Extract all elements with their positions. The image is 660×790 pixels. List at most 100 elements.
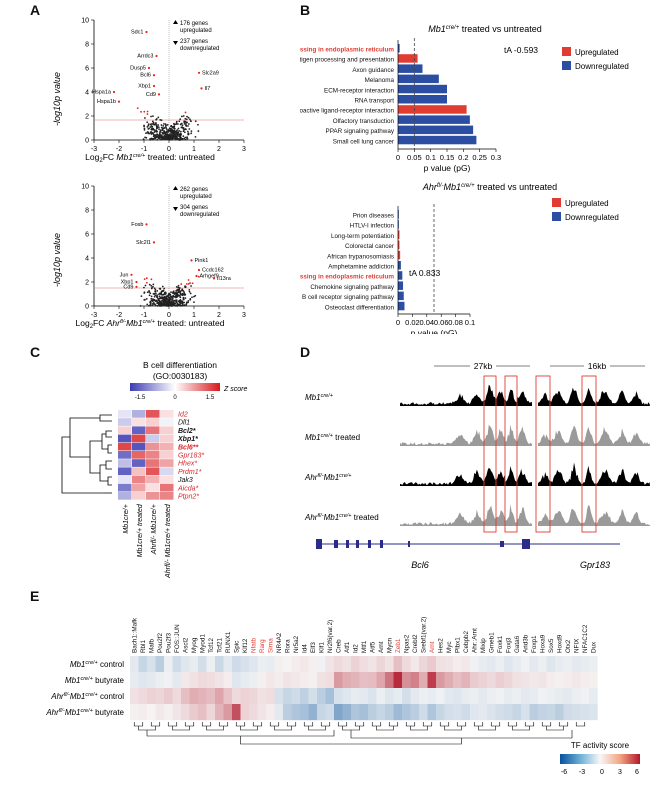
panel-letter-e: E [30,588,40,604]
tf-heatmap-cell [283,688,292,705]
pathway-bar [398,240,400,250]
tf-heatmap-cell [223,704,233,721]
heatmap-e-legend-tick-3: 0 [600,769,604,776]
volcano-point [182,135,185,138]
volcano-point [182,298,185,301]
volcano-gene-label: Dusp5 [130,66,146,72]
tf-heatmap-cell [172,704,182,721]
tf-heatmap-cell [249,704,258,721]
tf-label: Gata6 [514,635,521,653]
tf-heatmap-cell [325,704,335,721]
gene-model-gpr183: Gpr183 [500,539,620,570]
volcano-point [155,296,158,298]
volcano-point [170,291,172,294]
volcano-bottom-up-1: 262 genes [180,187,208,193]
volcano-gene-label: Sdc1 [131,30,144,36]
volcano-bottom-xlabel: Log2FC Ahrfl/-Mb1cre/+ treated: untreate… [76,318,225,330]
tf-heatmap-cell [138,656,148,673]
volcano-point [177,284,180,287]
tf-heatmap-cell [572,688,581,705]
volcano-point [156,135,159,138]
volcano-plot-top: -log10p value 0 2 4 6 8 10 -3 -2 -1 0 1 2 3 176 gen… [52,18,246,165]
volcano-point [151,300,154,303]
heatmap-c-dendrogram [61,414,112,494]
tf-heatmap-cell [461,672,471,689]
tf-heatmap-cell [453,688,462,705]
volcano-point [149,302,152,305]
tf-heatmap-cell [308,704,318,721]
pathway-label: Osteoclast differentiation [325,304,395,311]
heatmap-column-label: Ahrfl/- Mb1cre/+ [151,504,158,555]
tf-heatmap-cell [478,672,488,689]
heatmap-cell [160,442,174,451]
volcano-point [156,138,159,141]
volcano-bottom-up-2: upregulated [180,194,212,200]
volcano-point [179,130,182,133]
y-tick-label: 6 [85,232,89,239]
volcano-point [159,297,162,300]
volcano-point [154,288,157,291]
heatmap-c-ztick-3: 1.5 [206,395,215,401]
tf-heatmap-cell [198,688,207,705]
pathway-label: African trypanosomiasis [327,253,394,260]
volcano-point [150,278,153,281]
volcano-point [178,120,181,123]
volcano-point [153,287,156,290]
volcano-point [148,283,151,286]
heatmap-cell [132,442,146,451]
volcano-point [188,288,191,291]
volcano-point [171,297,174,300]
tf-heatmap-cell [232,688,241,705]
x-tick-label: -3 [91,146,97,153]
heatmap-cell [132,492,146,500]
tf-label: Arnt [429,641,436,653]
volcano-point [167,296,170,299]
tf-heatmap-cell [529,672,539,689]
volcano-point [152,121,155,124]
volcano-point [155,118,157,121]
tf-heatmap-cell [504,688,513,705]
tf-heatmap-cell [257,704,267,721]
volcano-point [146,303,149,306]
volcano-point [167,300,170,303]
volcano-point [166,129,169,132]
tf-heatmap-cell [325,656,335,673]
tf-heatmap-cell [181,688,190,705]
tf-heatmap-cell [291,688,301,705]
volcano-point [182,290,185,292]
heatmap-c-zlabel: Z score [223,386,247,393]
volcano-point [157,126,160,129]
heatmap-cell [118,459,132,467]
pathway-label: Amphetamine addiction [328,264,394,271]
tf-heatmap-cell [351,656,360,673]
volcano-gene-label: Slc2a9 [202,70,219,76]
tf-label: Id4 [301,644,308,653]
tf-heatmap-cell [470,688,479,705]
volcano-point [176,292,179,294]
volcano-point [169,136,171,139]
tf-heatmap-cell [342,656,352,673]
volcano-point [156,302,159,305]
tf-heatmap-cell [368,672,377,689]
pathway-label: Melanoma [365,77,395,84]
pathway-label: Prion diseases [353,213,394,220]
tf-heatmap-cell [232,672,241,689]
tf-heatmap-cell [572,656,581,673]
volcano-point [176,303,179,306]
heatmap-cell [118,492,132,500]
tf-heatmap-cell [215,672,224,689]
volcano-point [148,294,151,297]
volcano-labelled-point [135,280,138,284]
volcano-point [158,293,160,296]
volcano-point [158,300,161,303]
tf-heatmap-cell [130,656,139,673]
legend-downregulated-bottom: Downregulated [565,213,619,222]
heatmap-c-ztick-1: -1.5 [135,395,146,401]
tf-label: Klf12 [242,638,249,653]
volcano-point [149,292,152,295]
tf-heatmap-cell [181,656,190,673]
tf-heatmap-cell [215,704,224,721]
track-label: Mb1cre/+ treated [305,433,360,442]
heatmap-cell [132,459,146,467]
volcano-point [189,118,191,121]
